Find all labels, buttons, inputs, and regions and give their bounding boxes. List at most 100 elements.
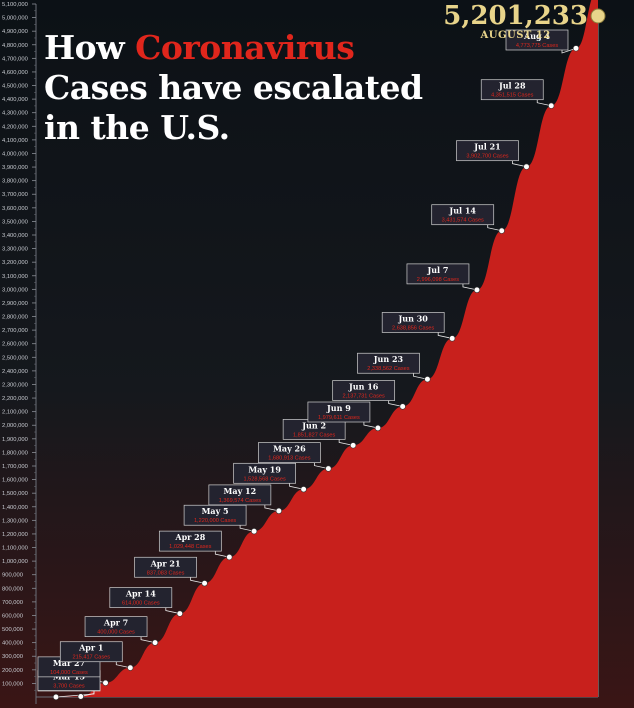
data-label-date: Jul 14 [448, 206, 476, 216]
data-label-value: 3,902,700 Cases [466, 154, 508, 160]
y-tick-label: 3,700,000 [2, 192, 28, 198]
data-label: May 26 1,680,913 Cases [258, 442, 321, 463]
y-tick-label: 300,000 [2, 654, 23, 660]
y-tick-label: 1,900,000 [2, 437, 28, 443]
data-label: Jun 16 2,137,731 Cases [332, 380, 396, 401]
y-tick-label: 1,600,000 [2, 478, 28, 484]
data-label: Jul 28 4,351,515 Cases [480, 79, 544, 101]
label-connector [239, 525, 255, 532]
data-point [424, 376, 431, 383]
data-label: Apr 14 614,000 Cases [109, 587, 173, 608]
data-label: Apr 7 400,000 Cases [84, 616, 148, 637]
data-point [523, 163, 530, 170]
data-label: May 12 1,369,574 Cases [208, 484, 272, 506]
data-label-date: Jul 21 [473, 142, 501, 152]
data-label-date: Mar 27 [53, 658, 85, 668]
y-tick-label: 2,400,000 [2, 369, 28, 375]
data-label-box [109, 587, 173, 608]
data-label-date: Apr 21 [150, 558, 181, 568]
y-tick-label: 2,900,000 [2, 301, 28, 307]
y-tick-label: 3,900,000 [2, 165, 28, 171]
data-point [325, 465, 332, 472]
y-tick-label: 200,000 [2, 668, 23, 674]
data-label-value: 400,000 Cases [97, 630, 135, 636]
data-label-date: Jun 9 [326, 403, 351, 413]
data-label-value: 1,029,448 Cases [169, 544, 211, 550]
y-tick-label: 1,300,000 [2, 518, 28, 524]
label-connector [487, 224, 502, 232]
data-label-date: Apr 1 [78, 643, 103, 653]
y-tick-label: 3,000,000 [2, 287, 28, 293]
y-tick-label: 700,000 [2, 600, 23, 606]
label-connectors [55, 47, 577, 698]
data-label-value: 1,851,827 Cases [293, 432, 335, 438]
data-label-box [134, 556, 197, 578]
y-tick-label: 1,200,000 [2, 532, 28, 538]
data-label-box [381, 312, 445, 333]
y-tick-label: 4,000,000 [2, 151, 28, 157]
y-tick-label: 1,000,000 [2, 559, 28, 565]
label-connector [437, 332, 453, 339]
y-tick-label: 2,500,000 [2, 355, 28, 361]
data-point [498, 227, 505, 234]
y-tick-label: 1,500,000 [2, 491, 28, 497]
data-label: Jun 9 1,979,611 Cases [307, 401, 371, 423]
data-label: Apr 28 1,029,448 Cases [158, 530, 222, 552]
data-label-value: 2,338,562 Cases [367, 366, 409, 372]
data-label-value: 1,528,568 Cases [243, 476, 285, 482]
data-label-date: May 12 [224, 486, 257, 496]
y-tick-label: 4,200,000 [2, 124, 28, 130]
data-label-box [505, 29, 569, 51]
y-tick-label: 4,500,000 [2, 84, 28, 90]
data-label-value: 2,638,856 Cases [392, 325, 434, 331]
final-point-marker [590, 8, 606, 24]
y-tick-label: 1,700,000 [2, 464, 28, 470]
data-label-value: 104,000 Cases [50, 670, 88, 676]
data-label-value: 4,351,515 Cases [491, 93, 533, 99]
y-tick-label: 1,100,000 [2, 546, 28, 552]
y-tick-label: 3,400,000 [2, 233, 28, 239]
y-tick-label: 4,800,000 [2, 43, 28, 49]
data-label-date: Apr 7 [103, 618, 128, 628]
label-connector [140, 636, 156, 644]
data-point [449, 335, 456, 342]
data-points [52, 45, 580, 701]
y-tick-label: 2,800,000 [2, 315, 28, 321]
data-point [350, 442, 357, 449]
total-cases-value: 5,201,233 [443, 1, 588, 31]
y-tick-label: 5,000,000 [2, 16, 28, 22]
title-line-3: in the U.S. [44, 108, 230, 147]
data-label: Jul 7 2,996,098 Cases [406, 263, 470, 285]
data-label-value: 215,417 Cases [72, 655, 110, 661]
data-point [548, 102, 555, 109]
y-tick-label: 4,100,000 [2, 138, 28, 144]
chart-title: How Coronavirus Cases have escalated in … [44, 28, 423, 148]
title-accent: Coronavirus [135, 28, 355, 67]
data-label: May 19 1,528,568 Cases [233, 462, 296, 484]
y-tick-label: 100,000 [2, 681, 23, 687]
data-point [52, 693, 60, 701]
y-tick-label: 1,400,000 [2, 505, 28, 511]
data-label: Jul 14 3,431,574 Cases [431, 204, 495, 226]
data-label: Aug 4 4,773,775 Cases [505, 29, 569, 51]
y-tick-label: 900,000 [2, 573, 23, 579]
data-label: Apr 1 215,417 Cases [59, 641, 123, 663]
data-label-box [258, 442, 321, 463]
label-connector [338, 439, 354, 446]
label-connector [264, 504, 279, 512]
y-tick-label: 500,000 [2, 627, 23, 633]
data-label-date: May 26 [273, 444, 306, 454]
y-tick-label: 4,900,000 [2, 29, 28, 35]
title-line-2: Cases have escalated [44, 68, 423, 107]
data-label-value: 1,680,913 Cases [268, 456, 310, 462]
data-point [275, 507, 282, 514]
data-label-value: 614,000 Cases [122, 601, 160, 607]
data-label-box [357, 352, 420, 374]
data-label-box [158, 530, 222, 552]
label-connector [536, 99, 552, 107]
label-connector [561, 47, 577, 54]
data-label-date: Apr 28 [174, 532, 205, 542]
label-connector [363, 422, 378, 429]
